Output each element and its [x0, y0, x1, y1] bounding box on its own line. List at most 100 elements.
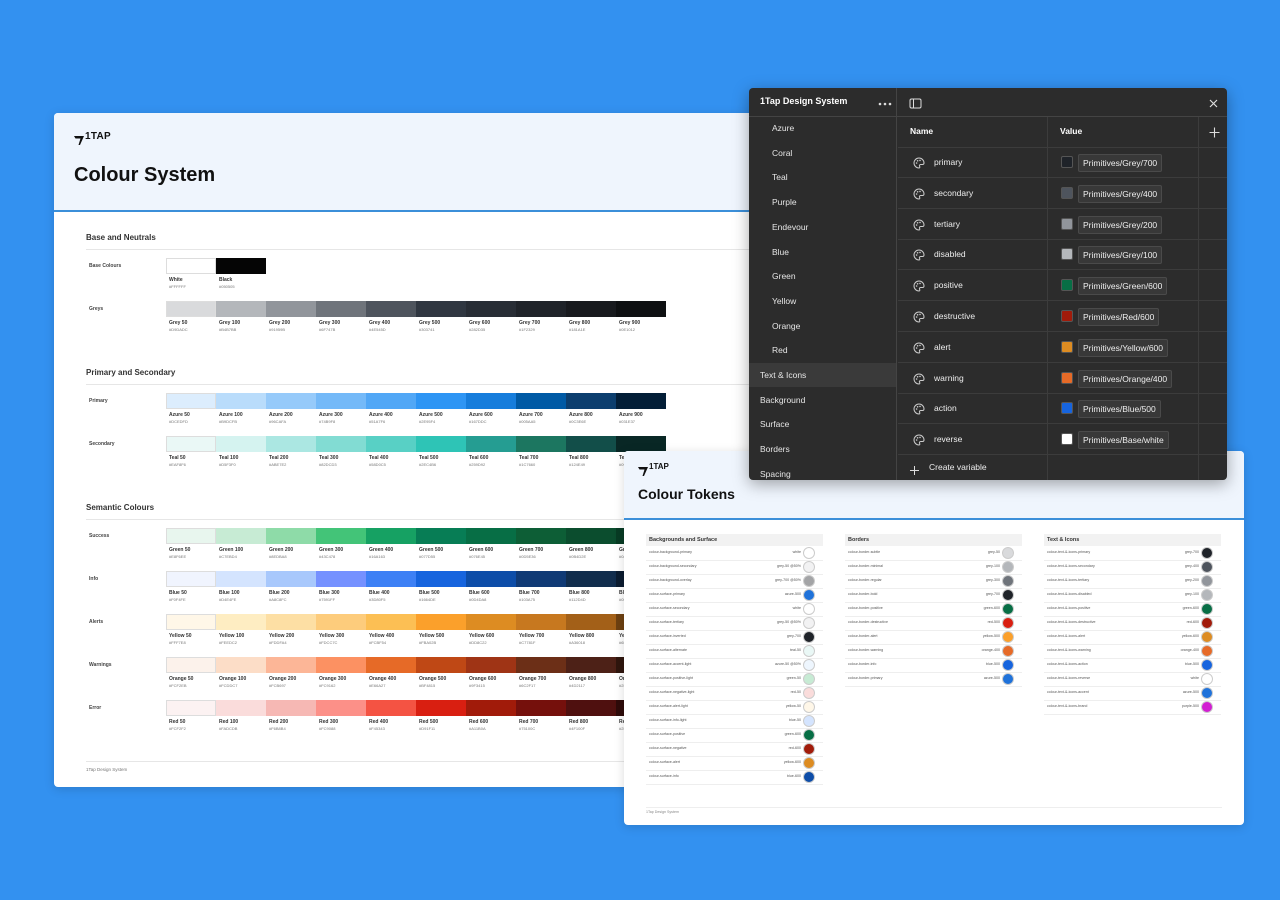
row-divider: [898, 331, 1227, 332]
swatch: [466, 700, 516, 716]
group-item[interactable]: Green: [772, 271, 796, 282]
token-value: teal-50: [790, 648, 801, 652]
variable-name[interactable]: tertiary: [934, 218, 960, 229]
variable-name[interactable]: destructive: [934, 311, 976, 321]
group-item[interactable]: Purple: [772, 197, 797, 208]
token-name: colour-surface-secondary: [649, 606, 690, 610]
value-chip[interactable]: Primitives/Yellow/600: [1078, 338, 1168, 357]
group-item[interactable]: Coral: [772, 147, 793, 158]
add-column[interactable]: [1209, 125, 1220, 138]
variable-name[interactable]: secondary: [934, 187, 974, 198]
swatch-name: Green 200: [269, 547, 294, 553]
swatch-hex: #4D2117: [569, 683, 585, 688]
token-swatch: [1201, 687, 1213, 699]
token-name: colour-border-subtle: [848, 550, 881, 554]
collection-item[interactable]: Background: [760, 394, 806, 405]
row-divider: [646, 658, 823, 659]
divider: [86, 384, 786, 385]
token-name: colour-border-positive: [848, 606, 883, 610]
token-swatch: [803, 771, 815, 783]
title: Colour System: [74, 164, 216, 186]
swatch: [466, 614, 516, 630]
value-chip[interactable]: Primitives/Base/white: [1078, 431, 1169, 450]
collection-item[interactable]: Surface: [760, 419, 790, 430]
token-swatch: [1002, 645, 1014, 657]
swatch-name: Azure 700: [519, 412, 543, 418]
swatch-name: Blue 800: [569, 590, 590, 596]
value-chip[interactable]: Primitives/Green/600: [1078, 277, 1168, 296]
token-value: blue-500: [986, 662, 1000, 666]
swatch-name: Azure 900: [619, 412, 643, 418]
swatch: [366, 393, 416, 409]
variable-name[interactable]: disabled: [934, 249, 966, 260]
variable-swatch: [1061, 279, 1073, 292]
group-item[interactable]: Blue: [772, 246, 790, 257]
swatch-hex: #0D5E36: [519, 554, 536, 559]
variable-name[interactable]: positive: [934, 280, 963, 291]
value-chip[interactable]: Primitives/Red/600: [1078, 308, 1160, 326]
token-value: grey-100: [1184, 592, 1199, 596]
swatch: [416, 301, 466, 317]
value-chip[interactable]: Primitives/Grey/700: [1078, 154, 1163, 172]
swatch: [216, 657, 266, 673]
swatch-name: Yellow 50: [169, 633, 192, 639]
swatch-hex: #D5F3F0: [219, 462, 236, 467]
variable-name[interactable]: warning: [934, 372, 964, 383]
variable-name[interactable]: reverse: [934, 434, 963, 445]
swatch-hex: #103A75: [519, 597, 536, 602]
group-item[interactable]: Orange: [772, 320, 801, 331]
swatch-hex: #167DDC: [469, 419, 487, 424]
swatch: [516, 393, 566, 409]
value-chip[interactable]: Primitives/Blue/500: [1078, 400, 1161, 419]
swatch-name: Green 100: [219, 547, 244, 553]
value-chip[interactable]: Primitives/Grey/100: [1078, 246, 1163, 265]
swatch-hex: #005AA5: [519, 419, 536, 424]
column-header: [1044, 534, 1221, 546]
swatch: [166, 657, 216, 673]
swatch-name: Red 500: [419, 719, 439, 725]
variables-panel: 1Tap Design System Azure Coral Teal Purple En…: [749, 88, 1227, 480]
swatch-hex: #FCB697: [269, 683, 286, 688]
value-chip[interactable]: Primitives/Orange/400: [1078, 369, 1173, 388]
swatch: [516, 614, 566, 630]
sidebar-toggle[interactable]: [909, 96, 922, 109]
swatch: [366, 571, 416, 587]
swatch-hex: #FC9162: [319, 683, 336, 688]
swatch-name: Teal 700: [519, 455, 539, 461]
swatch-name: Grey 900: [619, 320, 641, 326]
swatch-hex: #0D4DA8: [469, 597, 487, 602]
collection-item[interactable]: Spacing: [760, 468, 791, 479]
swatch: [466, 528, 516, 544]
token-name: colour-border-regular: [848, 578, 882, 582]
row-divider: [845, 616, 1022, 617]
variable-name[interactable]: alert: [934, 341, 951, 352]
variable-name[interactable]: primary: [934, 157, 963, 167]
collection-item[interactable]: Text & Icons: [760, 370, 807, 380]
create-variable[interactable]: Create variable: [929, 462, 987, 472]
group-item[interactable]: Azure: [772, 123, 795, 133]
group-item[interactable]: Red: [772, 345, 788, 356]
swatch: [316, 528, 366, 544]
token-value: grey-700 @50%: [774, 578, 801, 582]
swatch-name: Teal 600: [469, 455, 489, 461]
variable-name[interactable]: action: [934, 403, 957, 414]
row-divider: [898, 147, 1227, 148]
collection-item[interactable]: Borders: [760, 444, 790, 455]
close-button[interactable]: [1208, 96, 1219, 108]
row-divider: [845, 560, 1022, 561]
token-value: grey-200: [1184, 578, 1199, 582]
swatch-name: Orange 800: [569, 676, 597, 682]
col-divider: [1198, 117, 1199, 480]
group-item[interactable]: Yellow: [772, 295, 797, 306]
swatch-hex: #8EDBA8: [269, 554, 287, 559]
group-item[interactable]: Endevour: [772, 221, 809, 232]
group-item[interactable]: Teal: [772, 172, 788, 183]
swatch: [216, 614, 266, 630]
swatch-name: Yellow 400: [369, 633, 395, 639]
value-chip[interactable]: Primitives/Grey/200: [1078, 215, 1163, 234]
variable-icon: [913, 279, 925, 292]
more-button[interactable]: [878, 96, 892, 106]
swatch-name: Blue 300: [319, 590, 340, 596]
swatch-hex: #259D92: [469, 462, 486, 467]
value-chip[interactable]: Primitives/Grey/400: [1078, 184, 1163, 203]
